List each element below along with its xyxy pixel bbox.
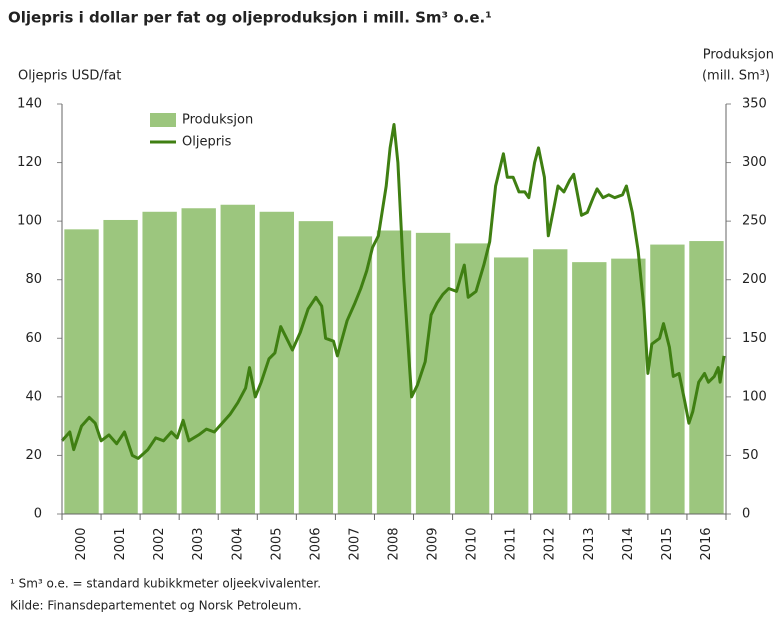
bar [181,208,216,514]
y2-tick-label: 100 [742,389,767,404]
chart-title: Oljepris i dollar per fat og oljeproduks… [8,9,492,27]
x-tick-label: 2009 [426,527,441,560]
y-tick-label: 40 [25,389,42,404]
bar [337,236,373,514]
x-tick-label: 2001 [113,527,128,560]
footnote: ¹ Sm³ o.e. = standard kubikkmeter oljeek… [10,577,321,591]
bar [103,219,138,514]
bar [611,258,646,514]
x-tick-label: 2010 [465,527,480,560]
y2-tick-label: 0 [742,507,750,522]
y2-axis-label: (mill. Sm³) [702,69,770,84]
x-tick-label: 2002 [152,527,167,560]
x-tick-label: 2005 [269,527,284,560]
y2-tick-label: 250 [742,214,767,229]
line [60,123,726,460]
y-tick-label: 100 [17,214,42,229]
x-tick-label: 2013 [582,527,597,560]
bar [64,229,99,515]
y2-tick-label: 50 [742,448,759,463]
x-tick-label: 2016 [699,527,714,560]
bar [454,243,490,514]
x-tick-label: 2008 [387,527,402,560]
y-tick-label: 140 [17,97,42,112]
y-tick-label: 120 [17,155,42,170]
x-tick-label: 2007 [347,527,362,560]
bar [220,204,255,514]
y-tick-label: 20 [25,448,42,463]
bar [533,249,568,514]
legend-label: Oljepris [182,135,232,150]
x-tick-label: 2003 [191,527,206,560]
bar [259,211,295,514]
x-tick-label: 2006 [308,527,323,560]
footnote: Kilde: Finansdepartementet og Norsk Petr… [10,599,302,613]
y2-axis-label: Produksjon [703,48,774,63]
x-tick-label: 2000 [74,527,89,560]
bar [493,257,529,514]
bar [572,262,607,514]
bar [142,211,177,514]
legend-label: Produksjon [182,113,253,128]
x-tick-label: 2014 [621,527,636,560]
y2-tick-label: 350 [742,97,767,112]
legend-swatch [150,113,176,127]
y-tick-label: 0 [34,507,42,522]
bar [376,230,412,514]
y-tick-label: 60 [25,331,42,346]
x-tick-label: 2015 [660,527,675,560]
y2-tick-label: 300 [742,155,767,170]
y2-tick-label: 200 [742,272,767,287]
y-axis-label: Oljepris USD/fat [18,69,121,84]
x-tick-label: 2004 [230,527,245,560]
x-tick-label: 2012 [543,527,558,560]
x-tick-label: 2011 [504,527,519,560]
bar [298,221,334,514]
y-tick-label: 80 [25,272,42,287]
y2-tick-label: 150 [742,331,767,346]
